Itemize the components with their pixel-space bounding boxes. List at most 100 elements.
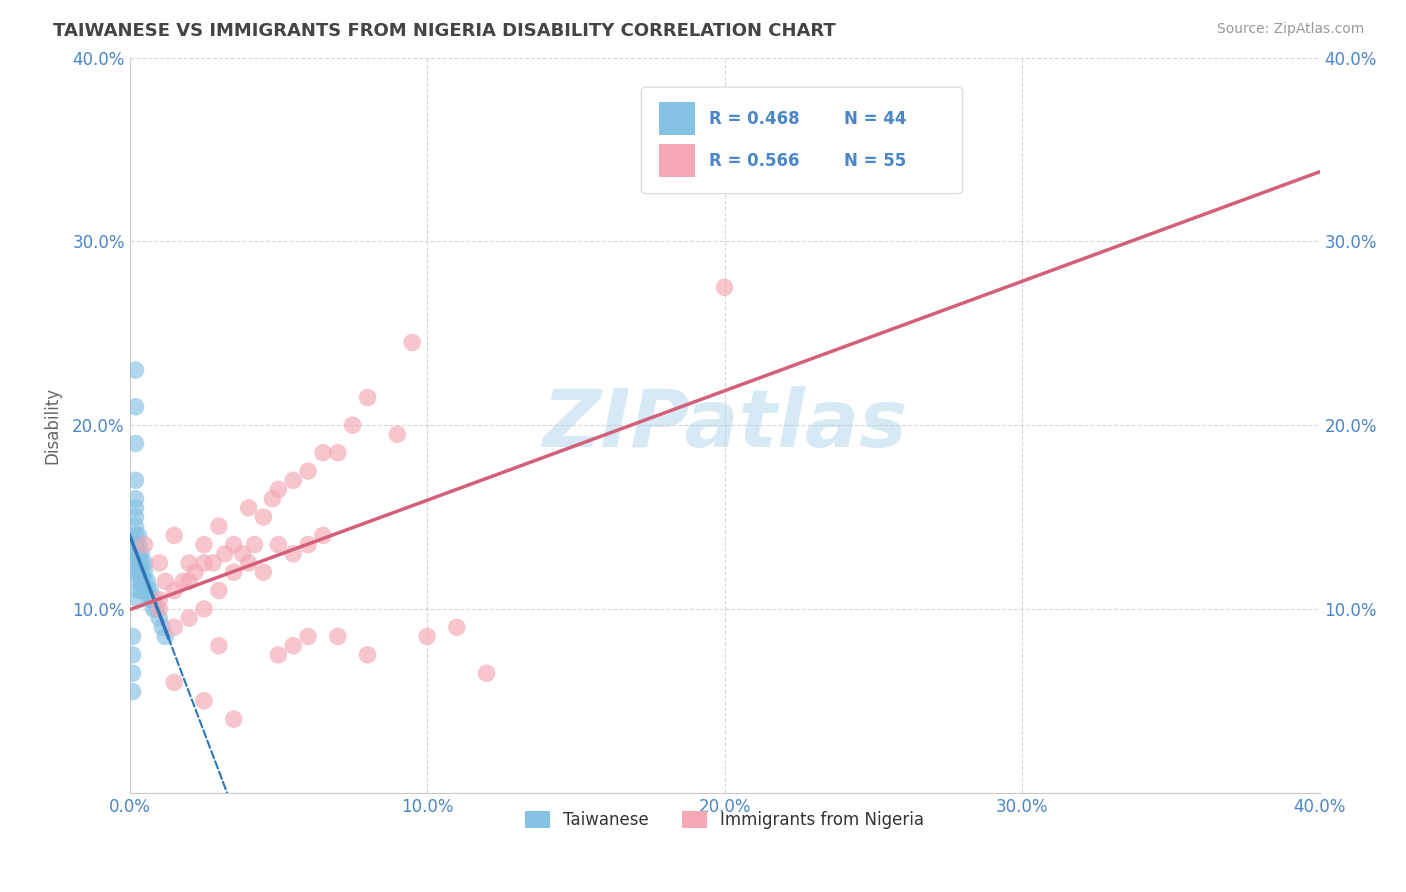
Point	[312, 528, 335, 542]
FancyBboxPatch shape	[659, 103, 695, 136]
Point	[208, 519, 231, 533]
Point	[267, 538, 290, 552]
Point	[416, 630, 439, 644]
Text: TAIWANESE VS IMMIGRANTS FROM NIGERIA DISABILITY CORRELATION CHART: TAIWANESE VS IMMIGRANTS FROM NIGERIA DIS…	[53, 22, 837, 40]
Point	[131, 583, 153, 598]
Point	[142, 592, 165, 607]
Point	[201, 556, 224, 570]
Point	[184, 565, 207, 579]
Point	[124, 556, 146, 570]
Point	[128, 528, 150, 542]
Point	[128, 592, 150, 607]
Point	[387, 427, 409, 442]
FancyBboxPatch shape	[641, 87, 963, 194]
Point	[139, 583, 162, 598]
Point	[124, 400, 146, 414]
Point	[193, 538, 215, 552]
Point	[163, 620, 186, 634]
Point	[267, 483, 290, 497]
Point	[136, 574, 159, 589]
Point	[134, 556, 156, 570]
Point	[136, 583, 159, 598]
Point	[124, 436, 146, 450]
Point	[283, 547, 305, 561]
Point	[214, 547, 236, 561]
Point	[150, 620, 173, 634]
Point	[128, 583, 150, 598]
Point	[124, 491, 146, 506]
Point	[163, 583, 186, 598]
Point	[222, 565, 245, 579]
Point	[177, 574, 200, 589]
Point	[128, 538, 150, 552]
Point	[312, 446, 335, 460]
Point	[131, 547, 153, 561]
Point	[297, 538, 319, 552]
Point	[134, 574, 156, 589]
Point	[252, 565, 274, 579]
Point	[177, 556, 200, 570]
Point	[356, 648, 378, 662]
Point	[208, 639, 231, 653]
Point	[401, 335, 423, 350]
Text: N = 44: N = 44	[844, 110, 905, 128]
Point	[124, 473, 146, 487]
Point	[134, 565, 156, 579]
Point	[475, 666, 498, 681]
Point	[155, 630, 177, 644]
Point	[124, 519, 146, 533]
Point	[446, 620, 468, 634]
Point	[243, 538, 266, 552]
Point	[283, 473, 305, 487]
Point	[326, 446, 349, 460]
Text: ZIPatlas: ZIPatlas	[543, 386, 907, 464]
Point	[124, 500, 146, 515]
Point	[139, 592, 162, 607]
Point	[128, 556, 150, 570]
Point	[121, 648, 143, 662]
Point	[193, 556, 215, 570]
Point	[163, 528, 186, 542]
Point	[232, 547, 254, 561]
Legend: Taiwanese, Immigrants from Nigeria: Taiwanese, Immigrants from Nigeria	[517, 805, 931, 836]
Point	[262, 491, 284, 506]
Point	[124, 363, 146, 377]
Point	[142, 602, 165, 616]
Point	[238, 500, 260, 515]
Point	[121, 630, 143, 644]
Point	[128, 574, 150, 589]
Point	[124, 528, 146, 542]
Point	[342, 418, 364, 433]
Point	[128, 565, 150, 579]
Point	[124, 538, 146, 552]
Point	[121, 666, 143, 681]
Point	[124, 510, 146, 524]
Point	[124, 565, 146, 579]
Text: R = 0.468: R = 0.468	[709, 110, 800, 128]
Point	[252, 510, 274, 524]
Point	[134, 538, 156, 552]
Point	[148, 592, 170, 607]
Point	[713, 280, 735, 294]
Point	[131, 556, 153, 570]
Point	[177, 611, 200, 625]
FancyBboxPatch shape	[659, 144, 695, 178]
Point	[172, 574, 194, 589]
Point	[148, 602, 170, 616]
Point	[134, 583, 156, 598]
Y-axis label: Disability: Disability	[44, 386, 60, 464]
Point	[193, 694, 215, 708]
Text: R = 0.566: R = 0.566	[709, 152, 800, 169]
Point	[222, 538, 245, 552]
Point	[267, 648, 290, 662]
Point	[131, 565, 153, 579]
Point	[238, 556, 260, 570]
Point	[356, 391, 378, 405]
Point	[208, 583, 231, 598]
Point	[155, 574, 177, 589]
Point	[163, 675, 186, 690]
Point	[148, 611, 170, 625]
Text: Source: ZipAtlas.com: Source: ZipAtlas.com	[1216, 22, 1364, 37]
Point	[326, 630, 349, 644]
Point	[131, 574, 153, 589]
